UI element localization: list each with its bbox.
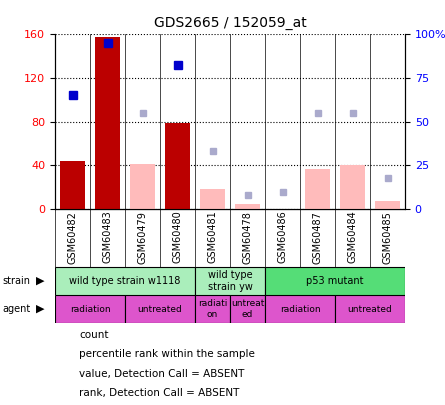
Text: GSM60481: GSM60481 [207, 211, 218, 264]
Text: GSM60480: GSM60480 [173, 211, 182, 264]
Bar [305, 168, 330, 209]
Text: ▶: ▶ [36, 304, 44, 314]
Bar [335, 295, 405, 323]
Bar [340, 165, 365, 209]
Text: untreat
ed: untreat ed [231, 299, 264, 319]
Bar [195, 295, 230, 323]
Text: GSM60487: GSM60487 [312, 211, 323, 264]
Bar [235, 204, 260, 209]
Text: wild type strain w1118: wild type strain w1118 [69, 276, 181, 286]
Text: rank, Detection Call = ABSENT: rank, Detection Call = ABSENT [80, 388, 240, 398]
Text: radiati
on: radiati on [198, 299, 227, 319]
Text: radiation: radiation [70, 305, 110, 313]
Text: GSM60478: GSM60478 [243, 211, 252, 264]
Bar [55, 267, 195, 295]
Text: count: count [80, 330, 109, 340]
Text: value, Detection Call = ABSENT: value, Detection Call = ABSENT [80, 369, 245, 379]
Bar [200, 189, 225, 209]
Text: untreated: untreated [348, 305, 392, 313]
Bar [265, 267, 405, 295]
Text: GSM60483: GSM60483 [102, 211, 113, 264]
Text: GSM60485: GSM60485 [383, 211, 392, 264]
Text: GSM60479: GSM60479 [138, 211, 147, 264]
Text: strain: strain [2, 276, 30, 286]
Bar [130, 164, 155, 209]
Bar [195, 267, 265, 295]
Bar [95, 37, 120, 209]
Text: ▶: ▶ [36, 276, 44, 286]
Text: radiation: radiation [280, 305, 320, 313]
Text: GSM60486: GSM60486 [278, 211, 287, 264]
Text: percentile rank within the sample: percentile rank within the sample [80, 349, 255, 359]
Text: GSM60484: GSM60484 [348, 211, 357, 264]
Text: GSM60482: GSM60482 [68, 211, 77, 264]
Bar [230, 295, 265, 323]
Text: untreated: untreated [138, 305, 182, 313]
Title: GDS2665 / 152059_at: GDS2665 / 152059_at [154, 16, 306, 30]
Bar [125, 295, 195, 323]
Bar [265, 295, 335, 323]
Text: agent: agent [2, 304, 30, 314]
Bar [165, 123, 190, 209]
Bar [60, 161, 85, 209]
Bar [55, 295, 125, 323]
Text: p53 mutant: p53 mutant [306, 276, 364, 286]
Text: wild type
strain yw: wild type strain yw [207, 270, 252, 292]
Bar [375, 201, 400, 209]
